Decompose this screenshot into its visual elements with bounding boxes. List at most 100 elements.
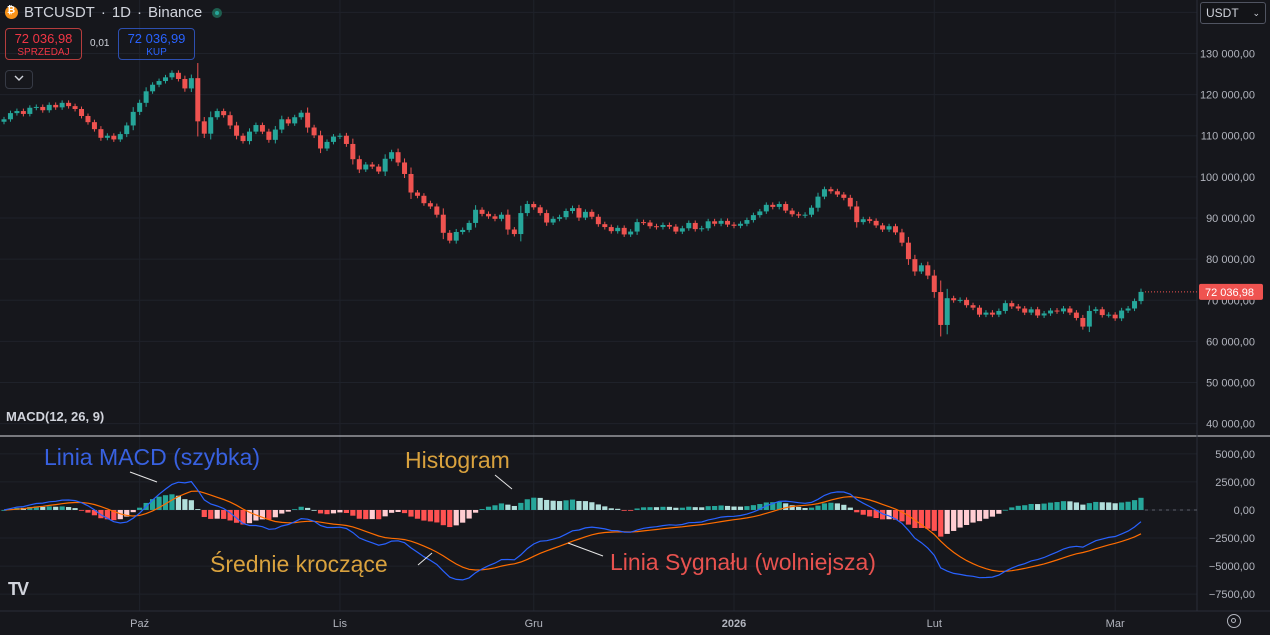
candle <box>1041 313 1047 316</box>
candle <box>608 227 614 232</box>
histogram-bar <box>85 509 91 513</box>
histogram-bar <box>589 502 595 510</box>
candle <box>854 206 860 223</box>
candle <box>938 292 944 325</box>
candle <box>156 81 162 85</box>
histogram-bar <box>912 509 918 528</box>
candle <box>757 211 763 216</box>
histogram-bar <box>712 506 718 510</box>
sell-label: SPRZEDAJ <box>17 47 70 58</box>
candle <box>750 215 756 221</box>
candle <box>20 111 26 114</box>
histogram-bar <box>221 509 227 519</box>
candle <box>272 129 278 140</box>
candle <box>7 113 13 120</box>
candle <box>1067 308 1073 313</box>
candle <box>925 265 931 276</box>
candle <box>589 211 595 217</box>
candle <box>802 214 808 216</box>
candle <box>369 164 375 167</box>
histogram-bar <box>1112 503 1118 510</box>
histogram-bar <box>440 509 446 526</box>
histogram-bar <box>544 499 550 510</box>
interval-label: 1D <box>111 4 132 21</box>
histogram-bar <box>970 509 976 523</box>
macd-tick-label: 2500,00 <box>1215 477 1255 489</box>
histogram-bar <box>369 509 375 520</box>
candle <box>72 106 78 109</box>
candle <box>389 152 395 159</box>
histogram-bar <box>1 509 7 511</box>
histogram-bar <box>78 509 85 511</box>
histogram-bar <box>918 509 924 528</box>
macd-axis[interactable]: 5000,00 2500,00 0,00 −2500,00 −5000,00 −7500,… <box>1209 449 1255 601</box>
price-tick-label: 90 000,00 <box>1206 213 1255 225</box>
histogram-bar <box>1099 502 1105 510</box>
histogram-bar <box>285 509 291 512</box>
candle <box>79 109 85 116</box>
histogram-bar <box>776 501 782 510</box>
candle <box>821 189 827 197</box>
candle <box>305 112 311 128</box>
histogram-bar <box>214 509 220 519</box>
candle <box>653 226 659 228</box>
histogram-bar <box>1131 500 1138 510</box>
currency-select[interactable]: USDT ⌄ <box>1200 2 1266 24</box>
candle <box>718 220 724 224</box>
candle <box>492 216 498 219</box>
title-separator: · <box>100 4 106 21</box>
histogram-bar <box>124 509 130 517</box>
candle <box>169 72 175 78</box>
histogram-bar <box>356 509 362 519</box>
histogram-bar <box>692 507 698 510</box>
indicator-label[interactable]: MACD(12, 26, 9) <box>6 409 105 424</box>
time-axis[interactable]: Paź Lis Gru 2026 Lut Mar <box>130 618 1125 630</box>
histogram-bar <box>1022 505 1028 510</box>
histogram-bar <box>737 506 744 510</box>
histogram-bar <box>524 499 530 510</box>
candle <box>259 125 265 132</box>
histogram-bar <box>873 509 879 519</box>
histogram-bar <box>40 506 46 510</box>
candle <box>195 78 201 122</box>
histogram-bar <box>292 509 298 510</box>
candle <box>1060 308 1066 312</box>
histogram-bar <box>847 507 853 510</box>
buy-button[interactable]: 72 036,99 KUP <box>118 28 195 60</box>
histogram-bar <box>731 506 737 510</box>
annotation-moving-averages: Średnie kroczące <box>210 551 388 577</box>
histogram-bar <box>91 509 98 516</box>
candle <box>234 125 240 136</box>
gear-icon[interactable] <box>1227 614 1241 628</box>
histogram-bar <box>72 508 78 510</box>
histogram-bar <box>1073 502 1079 510</box>
symbol-title[interactable]: BTCUSDT · 1D · Binance <box>5 4 223 21</box>
candle <box>531 204 537 208</box>
candle <box>1138 291 1144 302</box>
histogram-bar <box>951 509 957 531</box>
histogram-bar <box>401 509 408 514</box>
price-tick-label: 80 000,00 <box>1206 254 1255 266</box>
histogram-bar <box>770 502 776 510</box>
candle <box>905 242 911 260</box>
candle <box>505 214 511 230</box>
candle <box>85 115 91 123</box>
candle <box>1080 317 1086 327</box>
candle <box>434 206 440 215</box>
candle <box>447 232 453 241</box>
candle <box>414 192 420 196</box>
candle <box>899 232 905 243</box>
sell-button[interactable]: 72 036,98 SPRZEDAJ <box>5 28 82 60</box>
collapse-legend-button[interactable] <box>5 70 33 89</box>
histogram-bar <box>653 507 660 510</box>
candle <box>246 131 252 142</box>
candle <box>137 102 143 112</box>
candle <box>440 214 446 233</box>
candle <box>1035 309 1041 316</box>
candle <box>253 125 259 132</box>
histogram-bar <box>492 505 498 510</box>
candle <box>311 127 317 136</box>
tradingview-logo[interactable]: TV <box>8 579 29 599</box>
